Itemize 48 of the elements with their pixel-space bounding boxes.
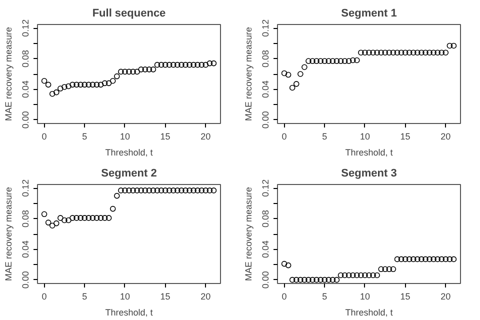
y-tick-label: 0.04	[260, 80, 270, 98]
y-tick-label: 0.12	[20, 19, 30, 37]
chart-title: Segment 3	[341, 168, 397, 180]
y-axis-title: MAE recovery measure	[4, 186, 14, 282]
x-tick-label: 10	[360, 132, 370, 142]
x-tick-label: 5	[322, 132, 328, 142]
y-tick-label: 0.12	[20, 179, 30, 197]
y-tick-label: 0.08	[20, 210, 30, 228]
x-tick-label: 5	[322, 292, 328, 302]
x-axis-title: Threshold, t	[345, 148, 394, 158]
x-tick-label: 10	[360, 292, 370, 302]
x-axis-title: Threshold, t	[345, 308, 394, 318]
x-tick-label: 15	[160, 292, 170, 302]
x-tick-label: 5	[82, 292, 88, 302]
x-tick-label: 15	[400, 292, 410, 302]
x-tick-label: 20	[200, 292, 211, 302]
y-tick-label: 0.00	[260, 271, 270, 289]
x-tick-label: 10	[120, 292, 130, 302]
y-tick-label: 0.00	[20, 111, 30, 129]
y-tick-label: 0.08	[20, 50, 30, 68]
x-tick-label: 5	[82, 132, 88, 142]
y-tick-label: 0.04	[260, 240, 270, 258]
y-axis-title: MAE recovery measure	[244, 186, 254, 282]
x-tick-label: 0	[42, 132, 47, 142]
chart-title: Segment 2	[101, 168, 157, 180]
x-tick-label: 15	[400, 132, 410, 142]
y-tick-label: 0.08	[260, 50, 270, 68]
y-tick-label: 0.12	[260, 19, 270, 37]
y-tick-label: 0.00	[20, 271, 30, 289]
x-tick-label: 20	[440, 132, 451, 142]
x-tick-label: 0	[42, 292, 47, 302]
y-tick-label: 0.04	[20, 80, 30, 98]
chart-title: Segment 1	[341, 8, 397, 20]
x-tick-label: 0	[282, 132, 287, 142]
chart-title: Full sequence	[92, 8, 166, 20]
x-tick-label: 15	[160, 132, 170, 142]
y-tick-label: 0.08	[260, 210, 270, 228]
y-tick-label: 0.00	[260, 111, 270, 129]
x-tick-label: 20	[440, 292, 451, 302]
y-axis-title: MAE recovery measure	[4, 26, 14, 122]
x-axis-title: Threshold, t	[105, 308, 154, 318]
y-tick-label: 0.12	[260, 179, 270, 197]
y-tick-label: 0.04	[20, 240, 30, 258]
x-tick-label: 10	[120, 132, 130, 142]
x-tick-label: 0	[282, 292, 287, 302]
y-axis-title: MAE recovery measure	[244, 26, 254, 122]
x-tick-label: 20	[200, 132, 211, 142]
x-axis-title: Threshold, t	[105, 148, 154, 158]
